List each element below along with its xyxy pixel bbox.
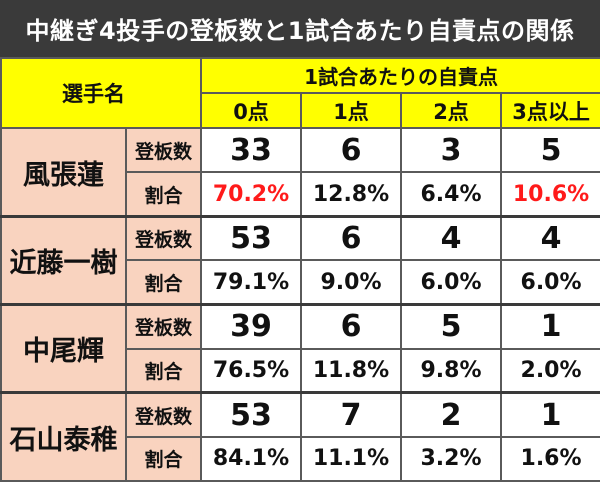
ratio-cell: 12.8% <box>300 171 402 218</box>
ratio-cell: 70.2% <box>200 171 302 218</box>
player-name: 近藤一樹 <box>0 214 127 306</box>
appearances-label: 登板数 <box>125 127 202 174</box>
appearances-label: 登板数 <box>125 303 202 350</box>
appearances-cell: 6 <box>300 127 402 174</box>
appearances-cell: 5 <box>499 127 600 174</box>
column-header-0: 0点 <box>200 92 302 130</box>
ratio-cell: 3.2% <box>400 435 502 482</box>
earned-runs-group-header: 1試合あたりの自責点 <box>199 56 600 95</box>
appearances-cell: 1 <box>499 391 600 438</box>
player-appearances-row: 石山泰稚 登板数 53 7 2 1 <box>0 391 600 482</box>
header-row-top: 選手名 1試合あたりの自責点 <box>0 56 600 130</box>
appearances-cell: 3 <box>400 127 502 174</box>
player-ratio-row: 割合 79.1% 9.0% 6.0% 6.0% <box>1 259 600 306</box>
stats-table-body: 選手名 1試合あたりの自責点 0点 1点 2点 3点以上 風張蓮 登板数 33 6 3 5… <box>0 56 600 482</box>
ratio-cell: 11.8% <box>300 347 402 394</box>
player-name: 風張蓮 <box>0 127 127 218</box>
ratio-cell: 6.0% <box>400 259 502 306</box>
appearances-cell: 33 <box>200 127 302 174</box>
appearances-label: 登板数 <box>125 214 202 262</box>
ratio-cell: 1.6% <box>499 435 600 482</box>
ratio-cell: 2.0% <box>499 347 600 394</box>
appearances-cell: 7 <box>300 391 402 438</box>
player-ratio-row: 割合 76.5% 11.8% 9.8% 2.0% <box>1 347 600 394</box>
ratio-cell: 76.5% <box>200 347 302 394</box>
appearances-cell: 2 <box>400 391 502 438</box>
column-header-2: 2点 <box>400 92 502 130</box>
ratio-cell: 9.8% <box>400 347 502 394</box>
ratio-cell: 79.1% <box>200 259 302 306</box>
appearances-cell: 4 <box>499 214 600 262</box>
ratio-cell: 10.6% <box>499 171 600 218</box>
appearances-label: 登板数 <box>125 391 202 438</box>
stats-table: 選手名 1試合あたりの自責点 0点 1点 2点 3点以上 風張蓮 登板数 33 6 3 5… <box>0 56 600 482</box>
appearances-cell: 6 <box>300 303 402 350</box>
ratio-cell: 6.4% <box>400 171 502 218</box>
ratio-label: 割合 <box>125 259 202 306</box>
appearances-cell: 5 <box>400 303 502 350</box>
ratio-cell: 6.0% <box>499 259 600 306</box>
ratio-cell: 11.1% <box>300 435 402 482</box>
player-appearances-row: 風張蓮 登板数 33 6 3 5 <box>0 127 600 218</box>
page-title: 中継ぎ4投手の登板数と1試合あたり自責点の関係 <box>0 0 600 57</box>
header-row-sub: 0点 1点 2点 3点以上 <box>1 92 600 130</box>
player-name: 中尾輝 <box>0 303 127 394</box>
appearances-cell: 39 <box>200 303 302 350</box>
ratio-label: 割合 <box>125 347 202 394</box>
appearances-cell: 53 <box>200 391 302 438</box>
player-appearances-row: 中尾輝 登板数 39 6 5 1 <box>0 303 600 394</box>
player-appearances-row: 近藤一樹 登板数 53 6 4 4 <box>0 214 600 306</box>
column-header-3: 3点以上 <box>499 92 600 130</box>
ratio-cell: 84.1% <box>200 435 302 482</box>
ratio-label: 割合 <box>125 171 202 218</box>
appearances-cell: 4 <box>400 214 502 262</box>
player-ratio-row: 割合 70.2% 12.8% 6.4% 10.6% <box>1 171 600 218</box>
player-ratio-row: 割合 84.1% 11.1% 3.2% 1.6% <box>1 435 600 482</box>
appearances-cell: 53 <box>200 214 302 262</box>
player-column-header: 選手名 <box>0 56 202 130</box>
appearances-cell: 1 <box>499 303 600 350</box>
column-header-1: 1点 <box>300 92 402 130</box>
player-name: 石山泰稚 <box>0 391 127 482</box>
appearances-cell: 6 <box>300 214 402 262</box>
ratio-cell: 9.0% <box>300 259 402 306</box>
ratio-label: 割合 <box>125 435 202 482</box>
